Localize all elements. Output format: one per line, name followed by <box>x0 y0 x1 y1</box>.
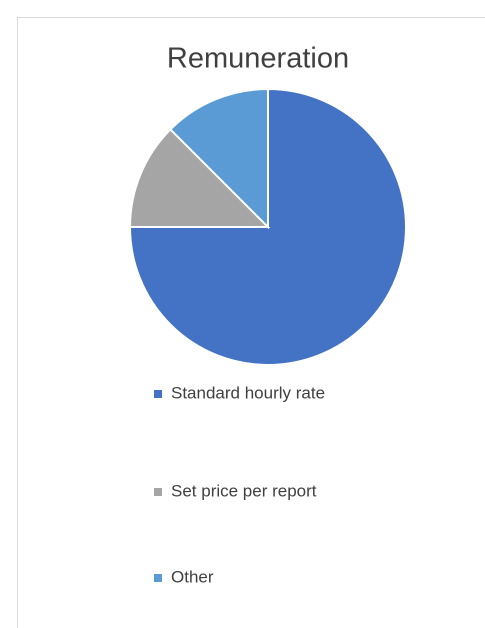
legend-swatch <box>154 390 162 398</box>
legend-label: Standard hourly rate <box>171 383 325 402</box>
chart-title: Remuneration <box>167 43 349 75</box>
legend-label: Other <box>171 567 214 586</box>
legend-label: Set price per report <box>171 481 317 500</box>
pie-slice <box>128 128 271 228</box>
legend-swatch <box>154 488 162 496</box>
legend-swatch <box>154 574 162 582</box>
pie-slice <box>128 87 407 366</box>
pie-slice <box>169 87 269 230</box>
